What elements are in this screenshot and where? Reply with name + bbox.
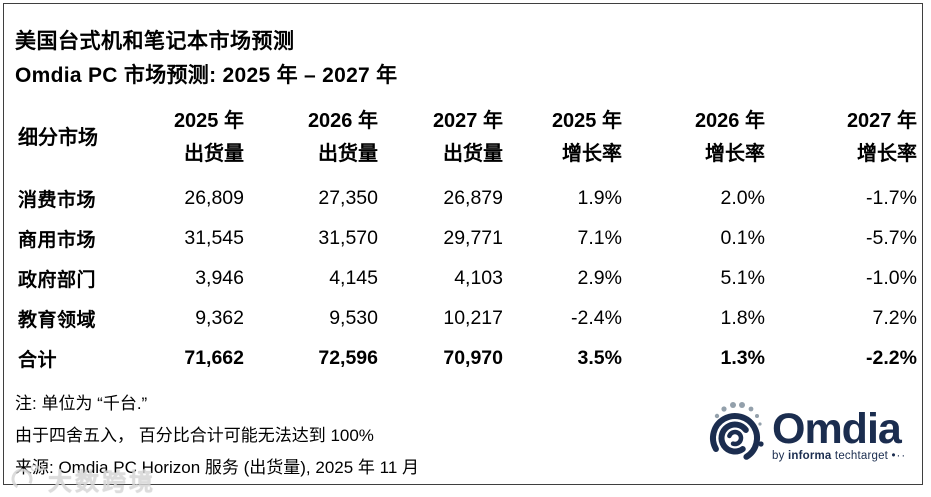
row-label: 合计 xyxy=(18,349,58,371)
cell-value: 31,545 xyxy=(184,226,244,249)
cell-value: 1.3% xyxy=(720,346,765,369)
page-subtitle: Omdia PC 市场预测: 2025 年 – 2027 年 xyxy=(15,64,398,87)
omdia-logo: Omdia by informa techtarget •·· xyxy=(708,399,908,471)
col-header-metric: 增长率 xyxy=(705,143,765,165)
cell-value: 5.1% xyxy=(720,266,765,289)
cell-value: -1.7% xyxy=(866,186,917,209)
tagline-informa: informa xyxy=(787,449,832,462)
col-header-metric: 增长率 xyxy=(857,143,917,165)
cell-value: 4,145 xyxy=(329,266,378,289)
forecast-table: 细分市场 2025 年 出货量 2026 年 出货量 2027 年 出货量 20… xyxy=(13,98,917,378)
note-unit: 注: 单位为 “千台.” xyxy=(15,394,148,413)
cell-value: -5.7% xyxy=(866,226,917,249)
table-row-education: 教育领域 9,362 9,530 10,217 -2.4% 1.8% 7.2% xyxy=(13,298,917,338)
omdia-logo-icon xyxy=(708,400,764,471)
cell-value: -1.0% xyxy=(866,266,917,289)
table-row-government: 政府部门 3,946 4,145 4,103 2.9% 5.1% -1.0% xyxy=(13,258,917,298)
col-header-2025-growth: 2025 年 增长率 xyxy=(503,98,622,178)
page-title: 美国台式机和笔记本市场预测 xyxy=(15,30,295,53)
tagline-dots: •·· xyxy=(891,449,907,462)
tagline-by: by xyxy=(772,449,788,462)
cell-value: 7.2% xyxy=(872,306,917,329)
cell-value: 1.8% xyxy=(720,306,765,329)
cell-value: 3,946 xyxy=(195,266,244,289)
cell-value: 4,103 xyxy=(454,266,503,289)
col-header-2026-growth: 2026 年 增长率 xyxy=(622,98,765,178)
omdia-logo-text: Omdia by informa techtarget •·· xyxy=(772,404,906,462)
row-label: 商用市场 xyxy=(18,229,97,251)
cell-value: 2.0% xyxy=(720,186,765,209)
cell-value: 7.1% xyxy=(577,226,622,249)
note-rounding: 由于四舍五入， 百分比合计可能无法达到 100% xyxy=(15,426,374,445)
table-frame: 美国台式机和笔记本市场预测 Omdia PC 市场预测: 2025 年 – 20… xyxy=(3,3,923,496)
cell-value: 0.1% xyxy=(720,226,765,249)
watermark: 大数跨境 xyxy=(8,462,156,497)
cell-value: 9,362 xyxy=(195,306,244,329)
col-header-year: 2025 年 xyxy=(551,110,622,132)
cell-value: 29,771 xyxy=(443,226,503,249)
col-header-year: 2026 年 xyxy=(694,110,765,132)
table-row-consumer: 消费市场 26,809 27,350 26,879 1.9% 2.0% -1.7… xyxy=(13,178,917,218)
cell-value: 72,596 xyxy=(318,346,378,369)
cell-value: 1.9% xyxy=(577,186,622,209)
cell-value: 31,570 xyxy=(318,226,378,249)
col-header-year: 2027 年 xyxy=(432,110,503,132)
row-label: 政府部门 xyxy=(18,269,97,291)
col-header-metric: 出货量 xyxy=(318,143,378,165)
cell-value: 71,662 xyxy=(184,346,244,369)
omdia-tagline: by informa techtarget •·· xyxy=(772,450,906,462)
cell-value: -2.4% xyxy=(571,306,622,329)
col-header-metric: 增长率 xyxy=(562,143,622,165)
col-header-metric: 出货量 xyxy=(184,143,244,165)
header-row: 细分市场 2025 年 出货量 2026 年 出货量 2027 年 出货量 20… xyxy=(13,98,917,178)
cell-value: 26,879 xyxy=(443,186,503,209)
cell-value: 3.5% xyxy=(577,346,622,369)
row-label: 教育领域 xyxy=(18,309,97,331)
cell-value: 26,809 xyxy=(184,186,244,209)
cell-value: 10,217 xyxy=(443,306,503,329)
row-label: 消费市场 xyxy=(18,189,97,211)
col-header-year: 2025 年 xyxy=(173,110,244,132)
watermark-icon xyxy=(8,462,48,497)
cell-value: -2.2% xyxy=(866,346,917,369)
cell-value: 27,350 xyxy=(318,186,378,209)
table-row-total: 合计 71,662 72,596 70,970 3.5% 1.3% -2.2% xyxy=(13,338,917,378)
col-header-year: 2026 年 xyxy=(307,110,378,132)
col-header-2027-growth: 2027 年 增长率 xyxy=(765,98,917,178)
tagline-techtarget: techtarget xyxy=(831,449,889,462)
cell-value: 2.9% xyxy=(577,266,622,289)
col-header-2026-shipments: 2026 年 出货量 xyxy=(244,98,378,178)
watermark-text: 大数跨境 xyxy=(48,469,156,496)
col-header-2025-shipments: 2025 年 出货量 xyxy=(134,98,244,178)
col-header-2027-shipments: 2027 年 出货量 xyxy=(378,98,503,178)
cell-value: 70,970 xyxy=(443,346,503,369)
cell-value: 9,530 xyxy=(329,306,378,329)
col-header-metric: 出货量 xyxy=(443,143,503,165)
col-header-year: 2027 年 xyxy=(846,110,917,132)
note-source: 来源: Omdia PC Horizon 服务 (出货量), 2025 年 11… xyxy=(15,458,420,477)
table-row-commercial: 商用市场 31,545 31,570 29,771 7.1% 0.1% -5.7… xyxy=(13,218,917,258)
omdia-wordmark: Omdia xyxy=(772,404,902,453)
col-header-segment: 细分市场 xyxy=(18,126,98,149)
